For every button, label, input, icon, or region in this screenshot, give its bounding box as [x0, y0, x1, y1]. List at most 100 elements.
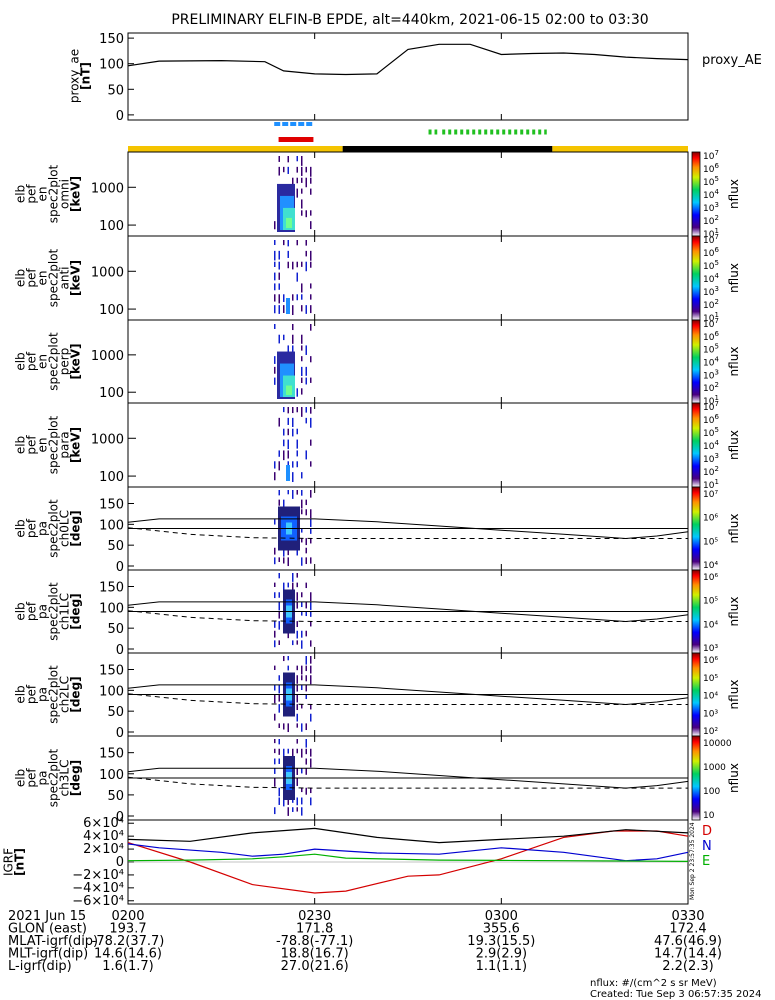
colorbar-tick-label: 103 [703, 452, 719, 465]
colorbar-tick-exponent: 1 [714, 311, 718, 319]
pitch-angle-speckle [278, 557, 280, 562]
spectrogram-speckle [274, 261, 276, 268]
pitch-angle-speckle [274, 694, 276, 704]
igrf-legend-entry: N [702, 839, 712, 854]
colorbar-tick-exponent: 4 [714, 356, 719, 364]
spectrogram-speckle [283, 428, 285, 436]
spectrogram-speckle [310, 210, 312, 216]
spectrogram-speckle [310, 283, 312, 289]
pitch-angle-y-axis-label-line: spec2plot [47, 665, 61, 724]
footer-row-value: 172.4 [669, 922, 706, 937]
spectrogram-speckle [292, 428, 294, 437]
footer-row-value: 0200 [111, 909, 144, 924]
pitch-angle-speckle [296, 684, 298, 692]
spectrogram-y-axis-label-line: omni [58, 179, 72, 209]
spectrogram-speckle [283, 407, 285, 413]
pitch-angle-speckle [301, 675, 303, 681]
colorbar-tick-exponent: 6 [714, 413, 719, 421]
colorbar-tick-exponent: 6 [714, 162, 719, 170]
pitch-angle-speckle [301, 684, 303, 691]
orbit-bar-segment [342, 146, 553, 152]
spectrogram-speckle [283, 450, 285, 461]
spectrogram-speckle [305, 377, 307, 385]
colorbar-tick-exponent: 6 [714, 330, 719, 338]
footer-row-value: 171.8 [296, 922, 333, 937]
pitch-angle-y-axis-label-line: pa [36, 771, 50, 786]
spectrogram-speckle [296, 294, 298, 301]
colorbar-tick-label: 10² [703, 727, 718, 737]
pitch-angle-speckle [274, 592, 276, 599]
spectrogram-speckle [292, 305, 294, 316]
spectrogram-speckle [296, 450, 298, 457]
footer-row-label: 2021 Jun 15 [8, 909, 86, 924]
spectrogram-y-tick-label: 100 [99, 219, 124, 234]
spectrogram-speckle [287, 166, 289, 174]
pitch-angle-speckle [301, 640, 303, 649]
pitch-angle-speckle [301, 509, 303, 515]
pitch-angle-speckle [278, 787, 280, 797]
pitch-angle-y-tick-label: 50 [107, 622, 124, 637]
pitch-angle-speckle [296, 778, 298, 786]
ae-series-line [127, 43, 689, 76]
spectrogram-speckle [287, 261, 289, 269]
pitch-angle-speckle [305, 665, 307, 672]
colorbar-tick-exponent: 2 [714, 465, 718, 473]
spectrogram-speckle [274, 240, 276, 245]
pitch-angle-speckle [296, 739, 298, 744]
pitch-angle-speckle [274, 518, 276, 525]
spectrogram-speckle [274, 461, 276, 469]
pitch-angle-speckle [274, 640, 276, 648]
pitch-angle-speckle [274, 621, 276, 628]
pitch-angle-speckle [278, 797, 280, 805]
pitch-angle-y-tick-label: 50 [107, 705, 124, 720]
spectrogram-speckle [274, 294, 276, 302]
ae-y-axis-label: proxy_ae[nT] [68, 49, 93, 103]
igrf-series-line [127, 853, 689, 863]
pitch-angle-speckle [292, 640, 294, 646]
pitch-angle-y-tick-label: 0 [116, 643, 124, 658]
colorbar-tick-label: 106 [703, 330, 719, 343]
spectrogram-y-tick-label: 1000 [91, 432, 124, 447]
colorbar-tick-label: 10⁴ [703, 561, 718, 571]
colorbar-tick-label: 10⁵ [703, 597, 718, 607]
pitch-angle-speckle [310, 538, 312, 544]
spectrogram-speckle [301, 283, 303, 293]
spectrogram-speckle [305, 166, 307, 173]
spectrogram-y-tick-label: 1000 [91, 265, 124, 280]
pitch-angle-y-axis-label-line: pa [36, 521, 50, 536]
pitch-angle-speckle [296, 640, 298, 645]
colorbar-label: nflux [727, 680, 741, 710]
colorbar-tick-label: 10⁶ [703, 514, 718, 524]
pitch-angle-speckle [287, 723, 289, 733]
pitch-angle-speckle [301, 723, 303, 732]
footer-row-label: MLT-igrf(dip) [8, 947, 88, 962]
pitch-angle-speckle [296, 713, 298, 722]
footer-row-value: 18.8(16.7) [281, 947, 349, 962]
spectrogram-speckle [301, 334, 303, 344]
pitch-angle-speckle [305, 748, 307, 755]
spectrogram-speckle [310, 250, 312, 261]
pitch-angle-y-axis-label-line: spec2plot [47, 748, 61, 807]
spectrogram-speckle [301, 388, 303, 395]
pitch-angle-speckle [305, 656, 307, 665]
footer-row-value: 47.6(46.9) [654, 934, 722, 949]
colorbar-tick-label: 100 [703, 787, 720, 797]
pitch-angle-speckle [283, 797, 285, 807]
pitch-angle-speckle [305, 582, 307, 589]
pitch-angle-speckle [287, 807, 289, 816]
spectrogram-speckle [287, 439, 289, 450]
pitch-angle-speckle [301, 704, 303, 709]
spectrogram-speckle [305, 177, 307, 188]
flag-red-segment [278, 137, 314, 142]
orbit-bar-segment [552, 146, 688, 152]
pitch-angle-y-axis-label-line: pef [25, 601, 39, 621]
spectrogram-speckle [301, 156, 303, 166]
pitch-angle-y-tick-label: 150 [99, 664, 124, 679]
pitch-angle-speckle [296, 592, 298, 601]
colorbar-tick-exponent: 7 [714, 233, 718, 241]
pitch-angle-speckle [296, 675, 298, 684]
created-timestamp: Created: Tue Sep 3 06:57:35 2024 [590, 989, 762, 1000]
pitch-angle-speckle [310, 787, 312, 794]
colorbar-tick-label: 103 [703, 285, 719, 298]
